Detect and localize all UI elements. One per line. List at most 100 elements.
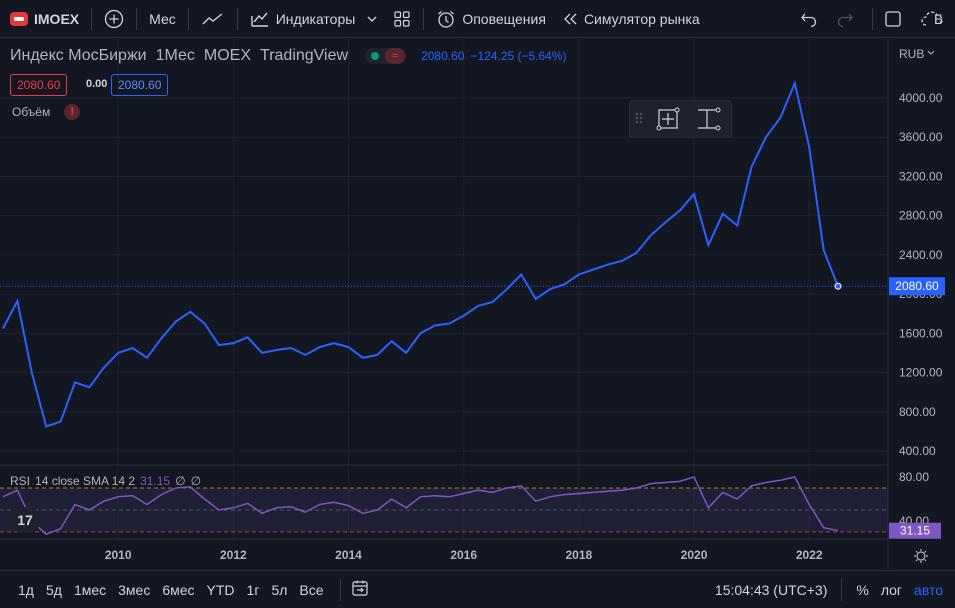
price-series-line — [2, 80, 839, 428]
percent-scale-button[interactable]: % — [856, 582, 869, 598]
price-chart[interactable]: RUB 4000.00 3600.00 3200.00 2800.00 2400.00 2… — [0, 39, 955, 569]
price-axis-tick-label: 800.00 — [899, 405, 936, 419]
indicators-label: Индикаторы — [275, 10, 356, 27]
templates-button[interactable] — [385, 0, 419, 38]
divider — [872, 7, 873, 30]
range-button[interactable]: YTD — [206, 581, 235, 598]
redo-icon — [836, 11, 854, 27]
rsi-last-label: 31.15 — [889, 522, 941, 539]
moex-logo-icon — [10, 11, 28, 26]
price-axis-tick-label: 2800.00 — [899, 209, 943, 223]
range-button[interactable]: 6мес — [162, 581, 195, 598]
time-axis-tick-label: 2010 — [105, 548, 132, 562]
auto-scale-button[interactable]: авто — [914, 582, 943, 598]
divider — [136, 7, 138, 30]
data-delayed-badge: ≈ — [385, 48, 406, 64]
redo-button[interactable] — [828, 0, 862, 38]
divider — [841, 579, 843, 601]
indicators-button[interactable]: Индикаторы — [242, 0, 386, 38]
interval-button[interactable]: Мес — [149, 10, 176, 27]
volume-warning-icon[interactable]: ! — [64, 104, 81, 120]
divider — [91, 7, 93, 30]
range-buttons: 1д 5д 1мес 3мес 6мес YTD 1г 5л Все — [0, 582, 330, 598]
rsi-name: RSI — [10, 474, 31, 488]
divider — [339, 578, 341, 601]
bottom-right-controls: 15:04:43 (UTC+3) % лог авто — [709, 571, 955, 608]
time-axis-tick-label: 2022 — [796, 548, 823, 562]
range-button[interactable]: 1г — [246, 581, 260, 598]
range-button[interactable]: Все — [299, 581, 324, 598]
price-axis-tick-label: 1200.00 — [899, 366, 943, 380]
alerts-label: Оповещения — [462, 10, 546, 27]
time-axis-ticks: 2010 2012 2014 2016 2018 2020 2022 — [105, 548, 823, 562]
symbol-search-button[interactable]: IMOEX — [0, 0, 87, 38]
alerts-button[interactable]: Оповещения — [428, 0, 554, 38]
chart-type-button[interactable] — [193, 0, 233, 38]
floating-drawing-toolbar: ⠿ — [629, 100, 732, 138]
indicators-icon — [250, 10, 270, 28]
last-price-dot — [834, 282, 842, 290]
bottom-toolbar: 1д 5д 1мес 3мес 6мес YTD 1г 5л Все 15:04:43 (UTC… — [0, 570, 955, 608]
price-axis-ticks: 4000.003600.003200.002800.002400.002000.… — [899, 91, 943, 458]
sell-price-button[interactable]: 2080.60 — [10, 74, 68, 96]
rsi-extra-2: ∅ — [190, 474, 202, 488]
rsi-legend[interactable]: RSI 14 close SMA 14 2 31.15 ∅ ∅ — [10, 474, 201, 488]
series-legend[interactable]: Индекс МосБиржи 1Мес MOEX TradingView ≈ … — [10, 47, 567, 65]
price-axis-tick-label: 400.00 — [899, 444, 936, 458]
rsi-value: 31.15 — [140, 474, 171, 488]
range-button[interactable]: 3мес — [118, 581, 151, 598]
divider — [236, 7, 238, 30]
price-range-button[interactable] — [688, 100, 728, 138]
price-axis-tick-label: 1600.00 — [899, 326, 943, 340]
chart-grid — [0, 39, 888, 539]
range-button[interactable]: 5л — [271, 581, 288, 598]
legend-title: Индекс МосБиржи — [10, 47, 147, 64]
replay-button[interactable]: Симулятор рынка — [554, 0, 708, 38]
last-price-label-bg — [889, 277, 945, 296]
cloud-save-button[interactable]: Б — [912, 0, 951, 38]
volume-legend[interactable]: Объём ! — [12, 104, 81, 120]
fullscreen-button[interactable] — [876, 0, 910, 38]
price-axis-tick-label: 4000.00 — [899, 91, 943, 105]
tradingview-logo-icon[interactable]: 17 — [9, 507, 41, 533]
plus-circle-icon — [104, 9, 124, 29]
currency-chevron-icon — [927, 50, 935, 55]
divider — [423, 7, 425, 30]
price-axis-tick-label: 2400.00 — [899, 248, 943, 262]
log-scale-button[interactable]: лог — [880, 582, 903, 598]
goto-date-button[interactable] — [345, 579, 375, 600]
date-price-range-button[interactable] — [648, 100, 688, 138]
price-axis-tick-label: 3200.00 — [899, 169, 943, 183]
grid-icon — [393, 10, 411, 28]
legend-source: TradingView — [260, 47, 349, 64]
legend-exchange: MOEX — [203, 47, 252, 64]
drag-handle-icon[interactable]: ⠿ — [633, 110, 645, 127]
legend-change: −124.25 (−5.64%) — [470, 49, 567, 63]
time-axis-tick-label: 2012 — [220, 548, 247, 562]
range-button[interactable]: 5д — [45, 581, 62, 598]
price-axis-tick-label: 3600.00 — [899, 130, 943, 144]
spread-value: 0.00 — [86, 78, 108, 90]
square-icon — [884, 10, 902, 28]
rsi-series-line — [2, 476, 839, 536]
rsi-axis-tick-label: 80.00 — [899, 470, 929, 484]
market-status-badges[interactable]: ≈ — [365, 48, 408, 64]
range-button[interactable]: 1мес — [73, 581, 107, 598]
compare-button[interactable] — [96, 0, 132, 38]
last-price-label: 2080.60 — [889, 277, 945, 296]
volume-label: Объём — [12, 105, 51, 119]
clock-time[interactable]: 15:04:43 (UTC+3) — [714, 582, 828, 598]
buy-price-button[interactable]: 2080.60 — [111, 74, 169, 96]
line-chart-icon — [201, 10, 225, 28]
range-measure-icon — [655, 106, 681, 132]
time-axis-tick-label: 2018 — [566, 548, 593, 562]
market-open-dot-icon — [371, 52, 380, 60]
undo-button[interactable] — [792, 0, 826, 38]
rsi-params: 14 close SMA 14 2 — [35, 474, 136, 488]
range-button[interactable]: 1д — [18, 581, 34, 598]
top-toolbar: IMOEX Мес Индикаторы Оповещения — [0, 0, 955, 38]
rsi-last-label-bg — [889, 522, 941, 539]
chevron-down-icon — [367, 15, 377, 23]
rewind-icon — [562, 12, 578, 26]
